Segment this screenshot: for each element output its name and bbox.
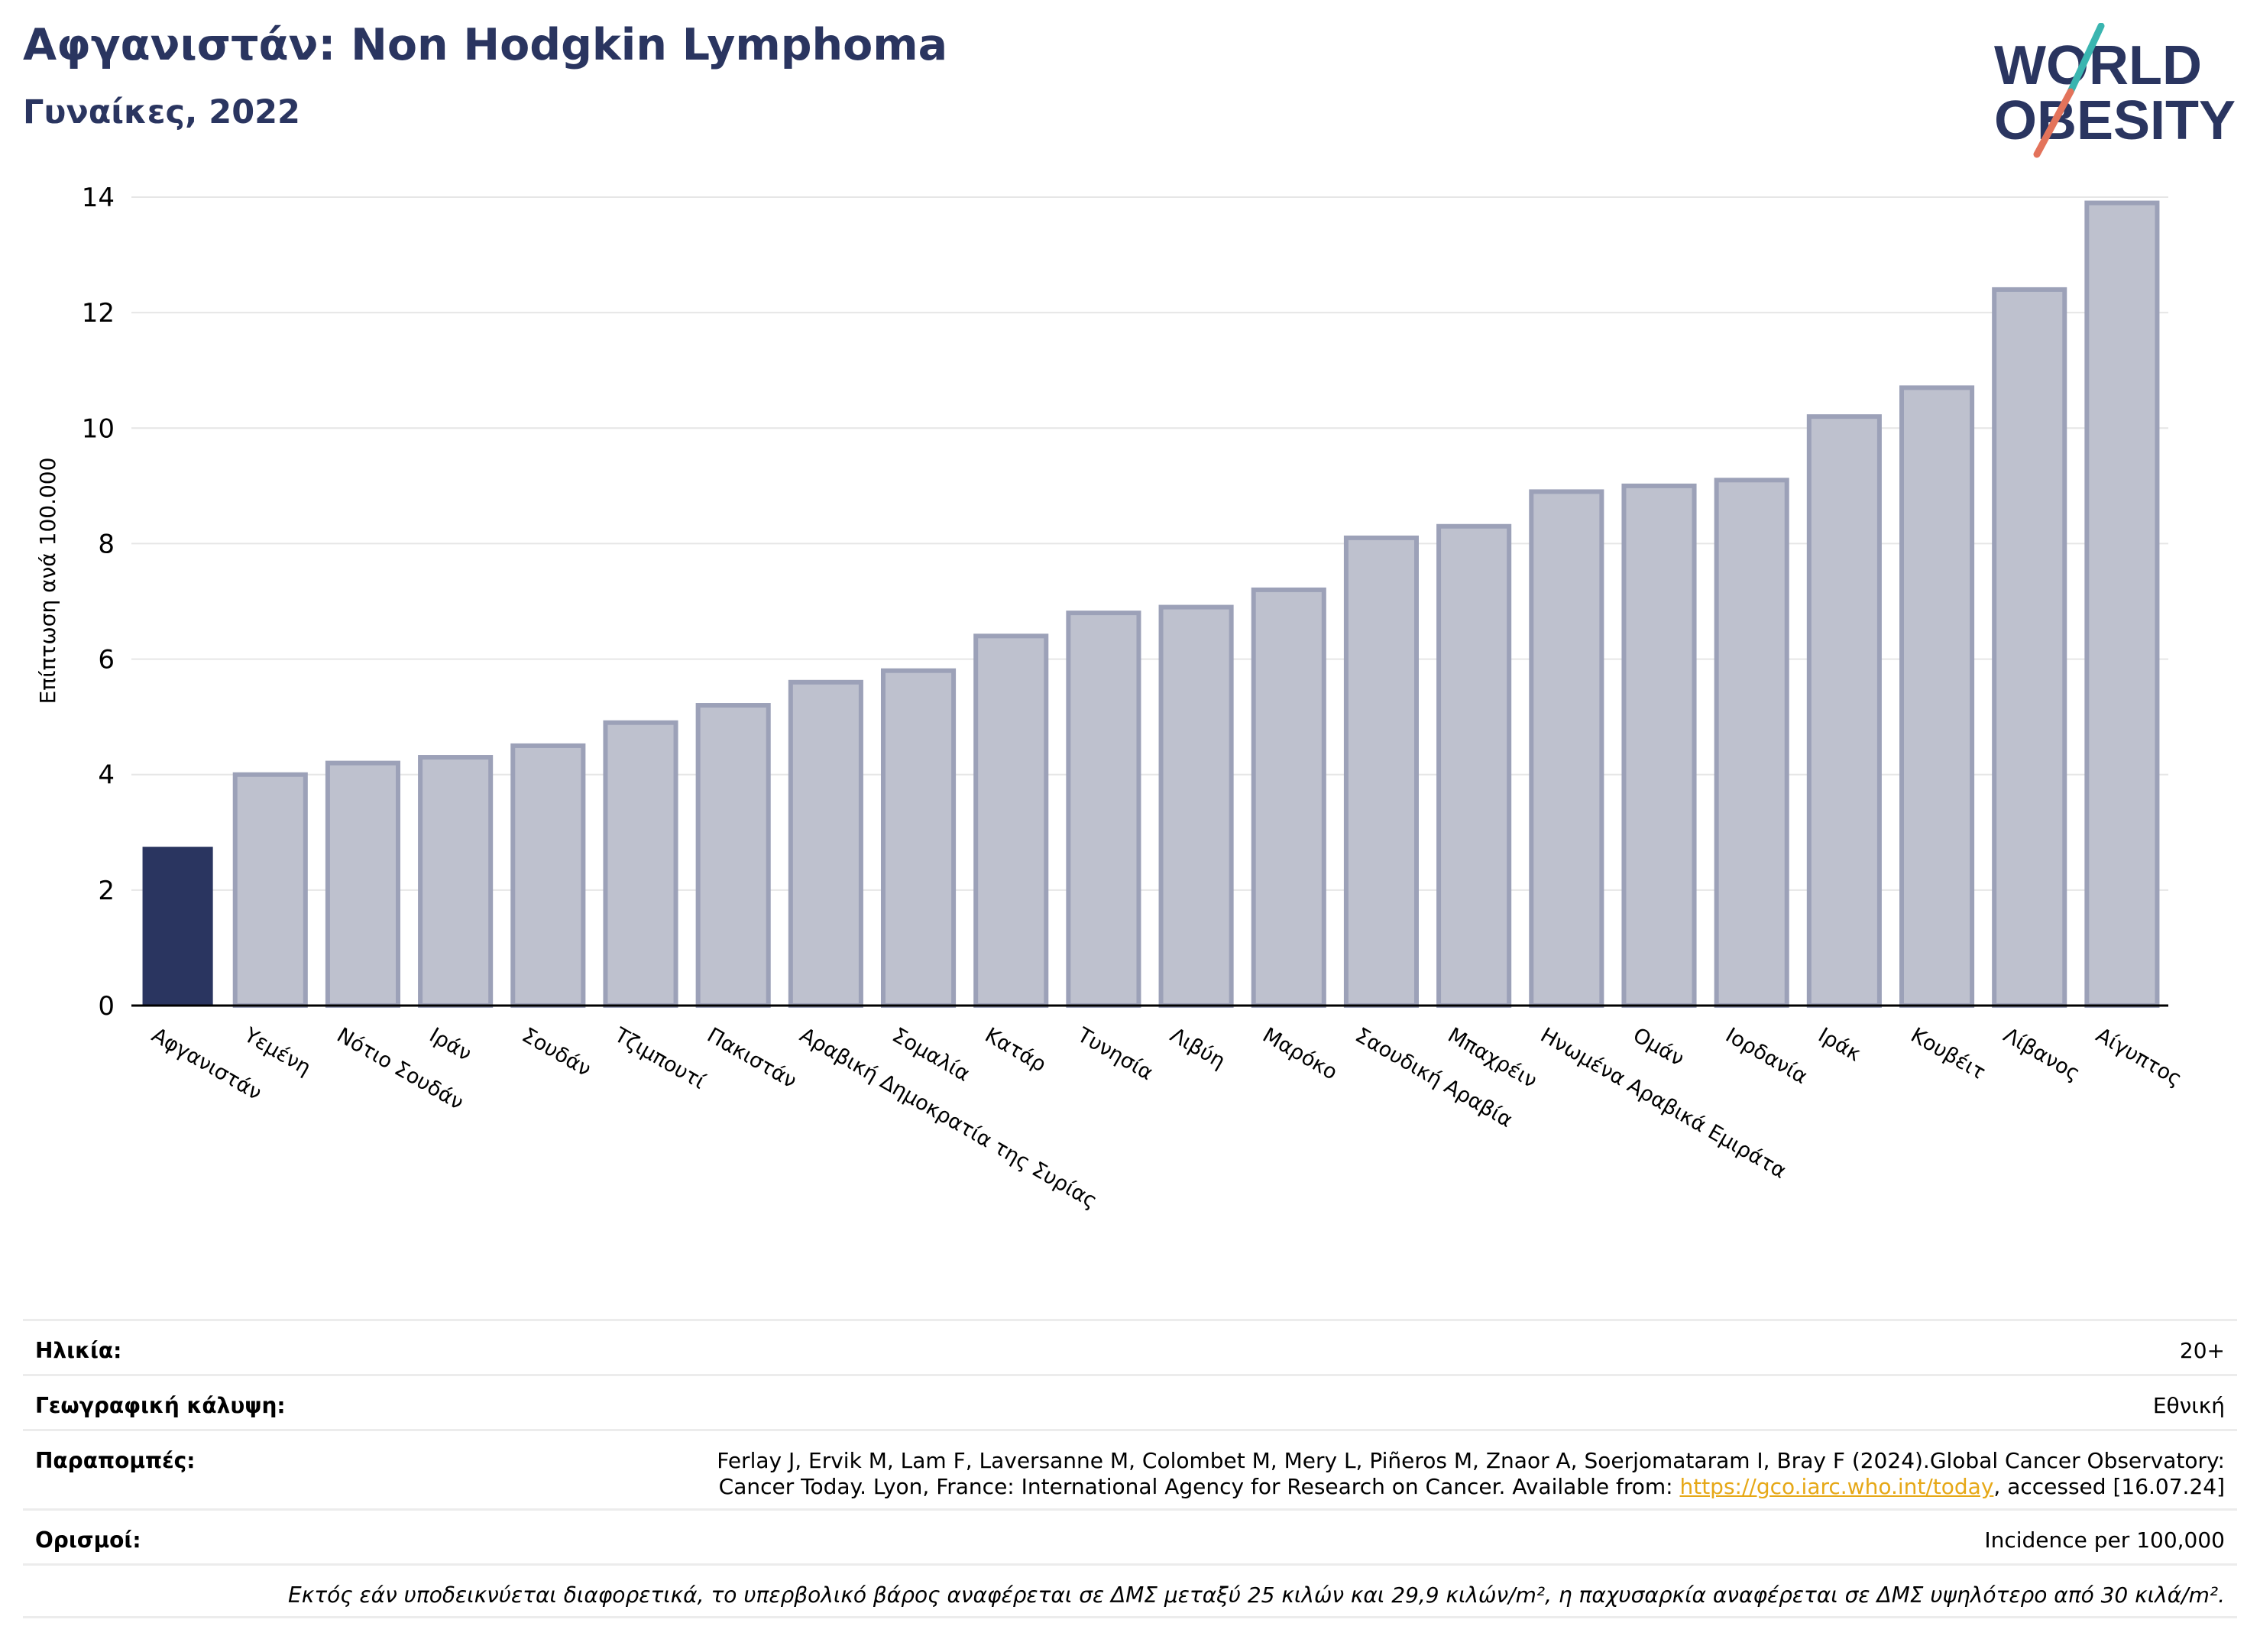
bar-8 — [880, 668, 957, 1009]
logo-slash-coral — [2033, 88, 2074, 158]
logo-line2: OBESITY — [1994, 90, 2236, 151]
y-ticks: 0 2 4 6 8 10 12 14 — [82, 183, 115, 1022]
x-tick-label: Πακιστάν — [703, 1023, 801, 1093]
x-tick-label: Σαουδική Αραβία — [1351, 1023, 1516, 1132]
x-tick-label: Αίγυπτος — [2092, 1023, 2186, 1091]
age-label: Ηλικία: — [35, 1338, 122, 1363]
bar-1 — [232, 772, 308, 1008]
bar-9 — [973, 633, 1049, 1008]
coverage-row: Γεωγραφική κάλυψη: Εθνική — [23, 1374, 2237, 1429]
bar-7 — [788, 679, 863, 1008]
definitions-row: Ορισμοί: Incidence per 100,000 — [23, 1508, 2237, 1563]
y-tick-label: 0 — [98, 991, 115, 1022]
definitions-value: Incidence per 100,000 — [1984, 1527, 2225, 1553]
bar-17 — [1714, 478, 1789, 1008]
x-tick-label: Λίβανος — [1999, 1023, 2084, 1086]
references-line2-text: Cancer Today. Lyon, France: Internationa… — [718, 1474, 1680, 1499]
x-tick-label: Ιράκ — [1814, 1023, 1865, 1066]
bar-2 — [325, 760, 401, 1008]
references-line1: Ferlay J, Ervik M, Lam F, Laversanne M, … — [717, 1448, 2225, 1473]
x-tick-label: Μαρόκο — [1258, 1023, 1341, 1084]
x-tick-label: Ιράν — [426, 1023, 476, 1066]
y-tick-label: 2 — [98, 876, 115, 906]
y-tick-label: 6 — [98, 645, 115, 675]
coverage-value: Εθνική — [2152, 1393, 2225, 1418]
y-tick-label: 14 — [82, 183, 115, 213]
world-obesity-logo: WORLD OBESITY — [1994, 23, 2236, 158]
bar-4 — [510, 743, 586, 1009]
gco-link[interactable]: https://gco.iarc.who.int/today — [1679, 1474, 1994, 1499]
bar-13 — [1343, 535, 1420, 1009]
bmi-note: Εκτός εάν υποδεικνύεται διαφορετικά, το … — [288, 1582, 2225, 1608]
x-tick-label: Σουδάν — [518, 1023, 595, 1081]
bar-19 — [1899, 385, 1975, 1008]
chart-title: Αφγανιστάν: Non Hodgkin Lymphoma — [23, 20, 948, 70]
bar-3 — [418, 755, 494, 1008]
note-row: Εκτός εάν υποδεικνύεται διαφορετικά, το … — [23, 1563, 2237, 1618]
bar-0 — [142, 847, 213, 1006]
references-value: Ferlay J, Ervik M, Lam F, Laversanne M, … — [717, 1431, 2225, 1500]
y-tick-label: 10 — [82, 413, 115, 444]
y-axis-label: Επίπτωση ανά 100.000 — [35, 458, 60, 705]
references-label: Παραπομπές: — [35, 1448, 196, 1473]
x-tick-label: Κατάρ — [981, 1023, 1051, 1077]
bar-5 — [603, 720, 678, 1008]
x-tick-label: Τυνησία — [1073, 1023, 1157, 1086]
bars — [131, 200, 2168, 1009]
bar-15 — [1529, 489, 1604, 1008]
age-row: Ηλικία: 20+ — [23, 1319, 2237, 1374]
logo-line1: WORLD — [1994, 35, 2202, 96]
x-tick-label: Κουβέιτ — [1907, 1023, 1990, 1084]
x-tick-label: Τζιμπουτί — [610, 1023, 709, 1094]
chart-subtitle: Γυναίκες, 2022 — [23, 93, 300, 131]
references-row: Παραπομπές: Ferlay J, Ervik M, Lam F, La… — [23, 1429, 2237, 1508]
bar-11 — [1158, 604, 1234, 1008]
bar-18 — [1806, 414, 1882, 1008]
y-tick-label: 4 — [98, 760, 115, 791]
bar-20 — [1992, 287, 2067, 1008]
bar-12 — [1251, 587, 1326, 1008]
logo-slash-teal — [2067, 23, 2105, 96]
coverage-label: Γεωγραφική κάλυψη: — [35, 1393, 286, 1418]
x-tick-label: Ομάν — [1629, 1023, 1688, 1071]
bar-14 — [1436, 523, 1512, 1008]
references-accessed: , accessed [16.07.24] — [1993, 1474, 2225, 1499]
bar-21 — [2084, 200, 2160, 1009]
x-tick-label: Ιορδανία — [1721, 1023, 1812, 1089]
y-tick-label: 12 — [82, 298, 115, 329]
references-line2: Cancer Today. Lyon, France: Internationa… — [717, 1474, 2225, 1500]
info-table: Ηλικία: 20+ Γεωγραφική κάλυψη: Εθνική Πα… — [23, 1319, 2237, 1618]
age-value: 20+ — [2179, 1338, 2225, 1363]
bar-6 — [695, 703, 771, 1008]
bar-10 — [1066, 611, 1141, 1008]
x-tick-label: Υεμένη — [239, 1023, 315, 1080]
y-tick-label: 8 — [98, 529, 115, 559]
definitions-label: Ορισμοί: — [35, 1527, 141, 1553]
bar-16 — [1621, 483, 1697, 1009]
x-tick-label: Λιβύη — [1166, 1023, 1229, 1074]
